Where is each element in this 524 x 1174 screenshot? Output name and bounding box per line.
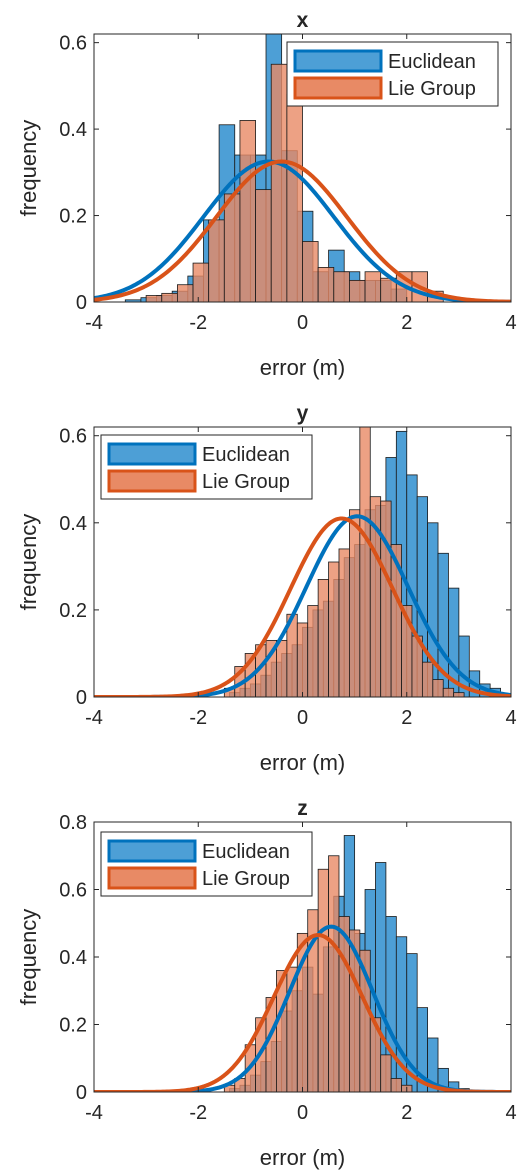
bar: [458, 635, 470, 697]
y-tick-label: 0.6: [59, 426, 87, 448]
y-tick-label: 0.8: [59, 812, 87, 834]
bar: [328, 855, 340, 1092]
bar: [145, 295, 163, 302]
y-tick-label: 0.2: [59, 206, 87, 228]
y-axis-label: frequency: [16, 909, 41, 1006]
chart-y: -4 -2 0 2 4 0 0.2 0.4 0.6 y error (m) frequency Eucl…: [16, 402, 517, 775]
x-tick-label: 4: [505, 312, 516, 334]
x-tick-label: 0: [297, 312, 308, 334]
x-tick-label: 2: [401, 1102, 412, 1124]
bar: [317, 868, 329, 1092]
legend-label: Lie Group: [202, 471, 290, 493]
y-tick-label: 0.4: [59, 119, 87, 141]
bar: [161, 292, 178, 302]
y-tick-label: 0: [76, 292, 87, 314]
fit-curve-lie-group: [94, 159, 511, 302]
y-axis-label: frequency: [16, 514, 41, 611]
y-tick-label: 0: [76, 687, 87, 709]
x-axis-label: error (m): [260, 1145, 346, 1170]
legend: Euclidean Lie Group: [100, 831, 313, 897]
bar: [427, 1037, 439, 1092]
x-tick-label: 4: [505, 707, 516, 729]
bar: [296, 622, 309, 697]
y-tick-label: 0: [76, 1082, 87, 1104]
bar: [192, 262, 210, 302]
fit-curve-euclidean: [94, 159, 511, 302]
bar: [286, 94, 303, 302]
bar: [349, 509, 361, 697]
bar: [208, 219, 225, 302]
legend-swatch: [107, 442, 197, 466]
legend: Euclidean Lie Group: [100, 434, 313, 500]
bar: [380, 1054, 392, 1092]
legend-swatch: [107, 469, 197, 493]
x-tick-label: -2: [189, 1102, 207, 1124]
chart-x: -4 -2 0 2 4 0 0.2 0.4 0.6 x error (m) frequency Eucl…: [16, 9, 517, 380]
x-tick-label: 2: [401, 312, 412, 334]
y-tick-label: 0.6: [59, 880, 87, 902]
x-tick-label: -4: [85, 1102, 103, 1124]
x-tick-label: 4: [505, 1102, 516, 1124]
chart-title: x: [297, 9, 309, 32]
bar: [380, 500, 392, 697]
legend-label: Lie Group: [202, 868, 290, 890]
x-axis-label: error (m): [260, 355, 346, 380]
legend-swatch: [107, 839, 197, 863]
legend-swatch: [107, 866, 197, 890]
bar: [307, 605, 319, 697]
x-tick-label: -4: [85, 312, 103, 334]
chart-title: y: [297, 402, 309, 425]
bar: [333, 271, 350, 302]
plot-area: [94, 34, 511, 302]
x-tick-label: -2: [189, 707, 207, 729]
bar: [421, 661, 434, 697]
bar: [442, 687, 455, 697]
legend-label: Euclidean: [202, 841, 290, 863]
x-tick-label: -2: [189, 312, 207, 334]
x-tick-label: 0: [297, 1102, 308, 1124]
y-tick-label: 0.4: [59, 513, 87, 535]
bar: [317, 579, 329, 697]
bar: [349, 279, 366, 302]
legend-swatch: [293, 76, 383, 100]
y-axis-label: frequency: [16, 120, 41, 217]
y-tick-label: 0.2: [59, 1015, 87, 1037]
bar: [270, 63, 288, 302]
legend-label: Euclidean: [202, 444, 290, 466]
bar: [437, 1067, 449, 1092]
y-tick-label: 0.2: [59, 600, 87, 622]
plot-area: [94, 427, 511, 697]
bar: [432, 679, 444, 697]
bar: [338, 548, 350, 697]
x-tick-label: 2: [401, 707, 412, 729]
bar: [328, 561, 340, 697]
chart-title: z: [297, 797, 308, 820]
x-tick-label: -4: [85, 707, 103, 729]
legend-label: Euclidean: [388, 51, 476, 73]
bar: [359, 427, 371, 697]
x-axis-label: error (m): [260, 750, 346, 775]
bar: [390, 1078, 402, 1092]
legend-swatch: [293, 49, 383, 73]
chart-z: -4 -2 0 2 4 0 0.2 0.4 0.6 0.8 z error (m) frequency E…: [16, 797, 517, 1170]
bar: [239, 120, 256, 302]
bar: [302, 241, 319, 302]
y-tick-label: 0.6: [59, 33, 87, 55]
legend: Euclidean Lie Group: [286, 41, 499, 107]
bar: [276, 639, 288, 697]
legend-label: Lie Group: [388, 78, 476, 100]
x-tick-label: 0: [297, 707, 308, 729]
bar: [453, 692, 465, 697]
bar: [317, 267, 335, 302]
bar: [223, 193, 241, 302]
plot-area: [94, 835, 511, 1092]
bar: [364, 271, 382, 302]
y-tick-label: 0.4: [59, 947, 87, 969]
bar: [176, 284, 194, 302]
bar: [255, 189, 272, 302]
